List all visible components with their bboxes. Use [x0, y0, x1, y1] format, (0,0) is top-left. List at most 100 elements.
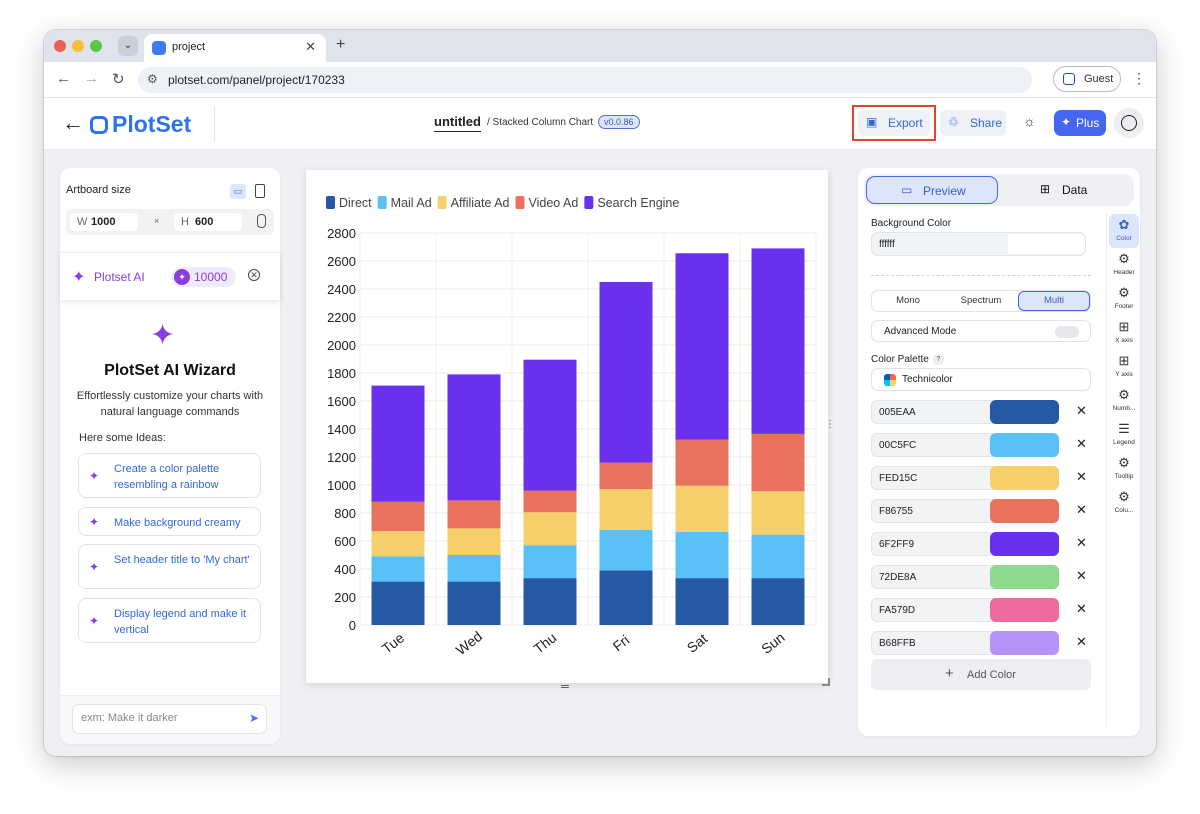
remove-color-icon[interactable]: ✕	[1076, 601, 1087, 616]
tab-search-icon[interactable]: ⌄	[118, 36, 138, 56]
plus-button[interactable]: ✦ Plus	[1054, 110, 1106, 136]
idea-card[interactable]: ✦ Make background creamy	[78, 507, 261, 536]
color-swatch[interactable]	[990, 598, 1059, 622]
divider	[214, 106, 215, 142]
background-color-field[interactable]: ffffff	[871, 232, 1086, 256]
reload-icon[interactable]: ↻	[112, 71, 125, 88]
color-hex: 6F2FF9	[879, 539, 915, 550]
url-field[interactable]: ⚙ plotset.com/panel/project/170233	[138, 67, 1032, 93]
bar-segment	[751, 491, 805, 535]
remove-color-icon[interactable]: ✕	[1076, 568, 1087, 583]
color-swatch[interactable]	[990, 631, 1059, 655]
resize-handle-right-icon[interactable]: ⋮	[825, 419, 835, 430]
sparkle-icon: ✦	[89, 560, 100, 574]
close-tab-icon[interactable]: ✕	[305, 39, 316, 54]
rail-column[interactable]: ⚙ Colu...	[1109, 486, 1139, 520]
url-text: plotset.com/panel/project/170233	[168, 73, 345, 87]
color-swatch[interactable]	[990, 400, 1059, 424]
y-tick-label: 1400	[327, 422, 356, 437]
idea-card[interactable]: ✦ Create a color palette resembling a ra…	[78, 453, 261, 498]
bar-segment	[751, 248, 805, 434]
rail-color[interactable]: ✿ Color	[1109, 214, 1139, 248]
resize-handle-bottom-icon[interactable]: ═	[561, 681, 569, 693]
export-label: Export	[888, 116, 923, 130]
bar-segment	[371, 385, 425, 502]
rail-header[interactable]: ⚙ Header	[1109, 248, 1139, 282]
rail-label: Header	[1113, 269, 1135, 276]
export-button[interactable]: ▣ Export	[858, 110, 930, 136]
ai-prompt-input[interactable]	[81, 712, 241, 724]
theme-toggle-icon[interactable]: ☼	[1023, 113, 1036, 129]
browser-menu-icon[interactable]: ⋮	[1132, 70, 1146, 86]
ai-credits-badge: ✦ 10000	[172, 267, 236, 287]
bar-segment	[371, 501, 425, 532]
rail-y-axis[interactable]: ⊞ Y axis	[1109, 350, 1139, 384]
help-icon[interactable]: ?	[932, 354, 944, 365]
forward-arrow-icon[interactable]: →	[84, 70, 99, 87]
legend-label: Direct	[339, 196, 372, 210]
bar-segment	[447, 555, 501, 582]
remove-color-icon[interactable]: ✕	[1076, 535, 1087, 550]
share-button[interactable]: ♲ Share	[940, 110, 1006, 136]
remove-color-icon[interactable]: ✕	[1076, 403, 1087, 418]
minimize-window-dot[interactable]	[72, 40, 84, 52]
view-tabs: ▭ Preview ⊞ Data	[864, 174, 1134, 206]
wizard-sparkle-icon: ✦	[150, 319, 176, 352]
app-header: ← PlotSet untitled / Stacked Column Char…	[44, 98, 1156, 150]
mode-multi[interactable]: Multi	[1018, 291, 1090, 311]
new-tab-icon[interactable]: +	[336, 36, 346, 53]
remove-color-icon[interactable]: ✕	[1076, 469, 1087, 484]
user-avatar[interactable]	[1114, 108, 1144, 138]
rail-legend[interactable]: ☰ Legend	[1109, 418, 1139, 452]
close-ai-icon[interactable]: ✕	[248, 269, 260, 281]
rail-label: Numb...	[1112, 405, 1136, 412]
rail-label: Y axis	[1115, 371, 1133, 378]
document-title[interactable]: untitled	[434, 114, 481, 132]
advanced-mode-toggle[interactable]	[1055, 326, 1079, 338]
remove-color-icon[interactable]: ✕	[1076, 436, 1087, 451]
width-field[interactable]: W 1000	[70, 213, 138, 231]
aspect-lock-icon[interactable]	[257, 214, 266, 228]
credits-icon: ✦	[174, 269, 190, 285]
site-settings-icon[interactable]: ⚙	[147, 72, 158, 86]
browser-tab[interactable]: project ✕	[144, 34, 326, 62]
palette-name: Technicolor	[902, 374, 953, 385]
color-swatch[interactable]	[990, 499, 1059, 523]
color-swatch[interactable]	[990, 565, 1059, 589]
rail-x-axis[interactable]: ⊞ X axis	[1109, 316, 1139, 350]
rail-tooltip[interactable]: ⚙ Tooltip	[1109, 452, 1139, 486]
rail-footer[interactable]: ⚙ Footer	[1109, 282, 1139, 316]
back-arrow-icon[interactable]: ←	[62, 110, 84, 135]
idea-card[interactable]: ✦ Display legend and make it vertical	[78, 598, 261, 643]
profile-button[interactable]: Guest	[1053, 66, 1121, 92]
background-color-swatch[interactable]	[1008, 234, 1085, 254]
desktop-icon[interactable]: ▭	[230, 184, 246, 199]
add-color-button[interactable]: + Add Color	[871, 659, 1091, 690]
width-value: 1000	[91, 216, 116, 228]
send-icon[interactable]: ➤	[249, 711, 260, 725]
close-window-dot[interactable]	[54, 40, 66, 52]
color-swatch[interactable]	[990, 466, 1059, 490]
chart-canvas[interactable]: 0 200 400 600 800 1000 1200 1400 1600 1800 2000 220…	[306, 170, 828, 683]
tab-data[interactable]: ⊞ Data	[1004, 176, 1132, 204]
mode-mono[interactable]: Mono	[896, 295, 920, 306]
remove-color-icon[interactable]: ✕	[1076, 502, 1087, 517]
plotset-logo[interactable]: PlotSet	[90, 111, 191, 138]
y-tick-label: 1800	[327, 366, 356, 381]
palette-select[interactable]: Technicolor	[871, 368, 1091, 391]
bar-segment	[599, 489, 653, 530]
back-arrow-icon[interactable]: ←	[56, 70, 71, 87]
idea-card[interactable]: ✦ Set header title to 'My chart'	[78, 544, 261, 589]
mode-spectrum[interactable]: Spectrum	[960, 295, 1002, 306]
rail-number[interactable]: ⚙ Numb...	[1109, 384, 1139, 418]
remove-color-icon[interactable]: ✕	[1076, 634, 1087, 649]
tab-preview[interactable]: ▭ Preview	[866, 176, 998, 204]
resize-corner-icon[interactable]	[822, 678, 830, 686]
y-tick-label: 600	[334, 534, 356, 549]
color-swatch[interactable]	[990, 532, 1059, 556]
mobile-icon[interactable]	[255, 184, 265, 198]
maximize-window-dot[interactable]	[90, 40, 102, 52]
height-field[interactable]: H 600	[174, 213, 242, 231]
color-swatch[interactable]	[990, 433, 1059, 457]
idea-text: Set header title to 'My chart'	[114, 554, 250, 566]
